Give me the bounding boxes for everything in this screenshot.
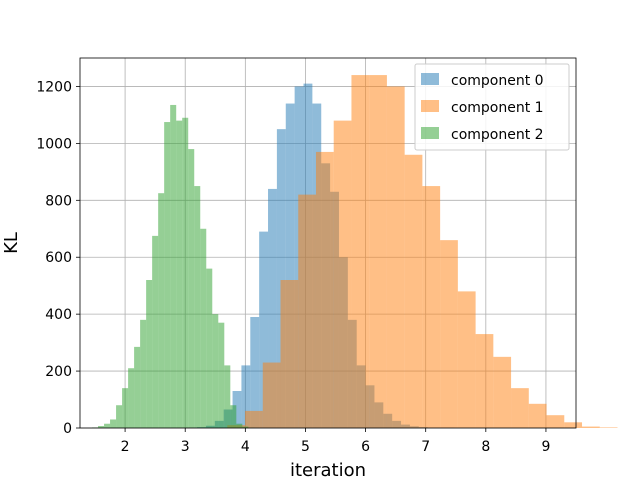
x-tick-label: 4 bbox=[241, 439, 250, 455]
histogram-bar-component-1 bbox=[564, 422, 583, 428]
histogram-bar-component-1 bbox=[493, 356, 512, 428]
x-tick-label: 5 bbox=[301, 439, 310, 455]
histogram-bar-component-0 bbox=[259, 231, 269, 428]
histogram-bar-component-1 bbox=[599, 427, 618, 428]
x-tick-label: 7 bbox=[421, 439, 430, 455]
y-axis-label: KL bbox=[1, 232, 22, 254]
histogram-bar-component-1 bbox=[511, 388, 529, 428]
histogram-bar-component-1 bbox=[369, 75, 387, 429]
histogram-bar-component-2 bbox=[230, 405, 237, 428]
histogram-bar-component-2 bbox=[134, 346, 141, 428]
x-tick-label: 2 bbox=[121, 439, 130, 455]
histogram-bar-component-2 bbox=[182, 117, 189, 429]
histogram-bar-component-1 bbox=[298, 194, 316, 428]
histogram-bar-component-2 bbox=[218, 322, 225, 428]
histogram-bar-component-1 bbox=[386, 86, 405, 428]
histogram-bar-component-1 bbox=[315, 151, 334, 428]
histogram-bar-component-2 bbox=[242, 426, 249, 428]
legend-label-component-1: component 1 bbox=[451, 100, 544, 116]
histogram-bar-component-2 bbox=[212, 314, 219, 428]
histogram-bar-component-2 bbox=[194, 186, 201, 428]
histogram-bar-component-1 bbox=[440, 240, 458, 428]
histogram-bar-component-0 bbox=[241, 365, 251, 428]
y-axis-ticks: 0 200 400 600 800 1000 1200 bbox=[36, 79, 80, 437]
series-component-1 bbox=[227, 75, 618, 429]
legend-swatch-component-0 bbox=[421, 73, 439, 85]
legend: component 0 component 1 component 2 bbox=[414, 63, 570, 151]
y-tick-label: 1200 bbox=[36, 79, 72, 95]
histogram-bar-component-2 bbox=[224, 365, 231, 428]
histogram-bar-component-2 bbox=[110, 419, 117, 428]
histogram-bar-component-2 bbox=[158, 193, 165, 428]
histogram-bar-component-1 bbox=[280, 280, 299, 428]
histogram-bar-component-1 bbox=[546, 415, 565, 428]
histogram-bar-component-0 bbox=[268, 188, 277, 428]
histogram-bar-component-2 bbox=[140, 319, 147, 428]
x-tick-label: 6 bbox=[361, 439, 370, 455]
histogram-bar-component-1 bbox=[404, 154, 423, 428]
histogram-bar-component-1 bbox=[333, 120, 352, 428]
histogram-bar-component-1 bbox=[245, 410, 263, 428]
x-tick-label: 8 bbox=[481, 439, 490, 455]
histogram-bar-component-0 bbox=[285, 103, 295, 429]
histogram-bar-component-2 bbox=[128, 368, 135, 428]
legend-swatch-component-2 bbox=[421, 127, 439, 139]
histogram-bar-component-0 bbox=[232, 391, 242, 428]
legend-box bbox=[414, 63, 570, 151]
histogram-bar-component-2 bbox=[170, 104, 177, 428]
histogram-bar-component-2 bbox=[164, 122, 171, 429]
histogram-bar-component-1 bbox=[351, 75, 370, 429]
series-component-2 bbox=[92, 104, 255, 429]
histogram-bar-component-2 bbox=[236, 423, 243, 428]
histogram-bar-component-2 bbox=[176, 120, 183, 428]
y-tick-label: 800 bbox=[45, 193, 72, 209]
histogram-bars bbox=[92, 75, 618, 429]
histogram-bar-component-1 bbox=[262, 362, 281, 428]
histogram-bar-component-1 bbox=[422, 186, 441, 428]
histogram-bar-component-0 bbox=[250, 317, 260, 428]
histogram-bar-component-0 bbox=[276, 129, 286, 428]
histogram-bar-component-2 bbox=[104, 423, 111, 428]
histogram-bar-component-2 bbox=[188, 149, 195, 429]
x-tick-label: 3 bbox=[181, 439, 190, 455]
x-tick-label: 9 bbox=[541, 439, 550, 455]
y-tick-label: 600 bbox=[45, 250, 72, 266]
histogram-bar-component-1 bbox=[457, 291, 476, 428]
histogram-bar-component-2 bbox=[152, 235, 159, 428]
histogram-bar-component-1 bbox=[582, 426, 600, 428]
histogram-bar-component-2 bbox=[98, 426, 105, 428]
histogram-bar-component-2 bbox=[122, 388, 129, 428]
histogram-bar-component-1 bbox=[528, 403, 547, 428]
histogram-bar-component-2 bbox=[200, 228, 207, 428]
y-tick-label: 0 bbox=[63, 421, 72, 437]
legend-label-component-2: component 2 bbox=[451, 127, 544, 143]
plot-frame bbox=[79, 57, 577, 429]
y-tick-label: 1000 bbox=[36, 136, 72, 152]
legend-label-component-0: component 0 bbox=[451, 73, 544, 89]
x-axis-label: iteration bbox=[290, 460, 366, 480]
histogram-bar-component-1 bbox=[475, 334, 494, 428]
y-tick-label: 400 bbox=[45, 307, 72, 323]
histogram-bar-component-2 bbox=[206, 268, 213, 428]
histogram-bar-component-2 bbox=[146, 280, 153, 428]
y-tick-label: 200 bbox=[45, 364, 72, 380]
x-axis-ticks: 2 3 4 5 6 7 8 9 bbox=[121, 428, 550, 455]
histogram-bar-component-2 bbox=[116, 405, 123, 428]
legend-swatch-component-1 bbox=[421, 100, 439, 112]
